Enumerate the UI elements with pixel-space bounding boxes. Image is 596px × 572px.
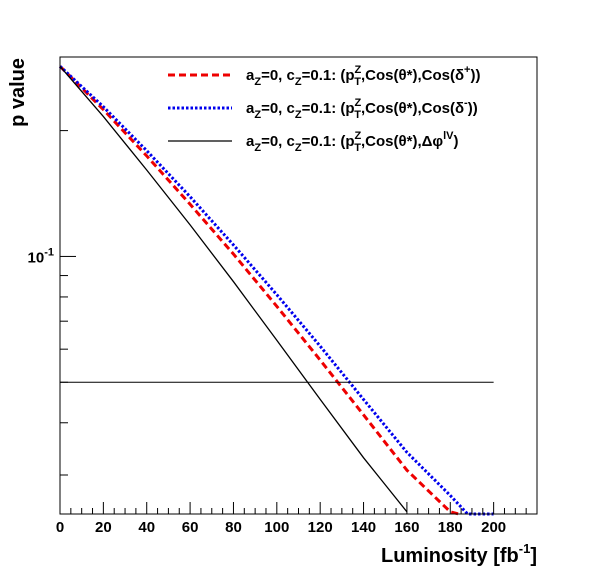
axis-titles: Luminosity [fb-1] p value [7,58,537,567]
x-tick-label: 140 [351,519,376,536]
x-tick-label: 40 [138,519,155,536]
y-axis-ticks: 10-1 [28,56,76,476]
plot-border [59,56,538,515]
x-tick-label: 180 [438,519,463,536]
x-tick-label: 200 [481,519,506,536]
series-line-3 [59,65,408,513]
y-axis-title: p value [7,58,29,127]
x-tick-label: 0 [56,519,64,536]
x-tick-label: 160 [394,519,419,536]
legend-entry-2: aZ=0, cZ=0.1: (pZ T,Cos(θ*),Cos(δ-)) [246,97,478,121]
plot-frame [59,56,538,515]
x-tick-label: 60 [182,519,199,536]
x-tick-label: 20 [95,519,112,536]
series-line-2 [58,65,494,516]
legend-entry-1: aZ=0, cZ=0.1: (pZ T,Cos(θ*),Cos(δ+)) [246,64,480,88]
x-tick-label: 100 [264,519,289,536]
series-lines [58,65,494,516]
x-axis-title: Luminosity [fb-1] [381,541,537,567]
legend: aZ=0, cZ=0.1: (pZ T,Cos(θ*),Cos(δ+)) aZ=0,… [168,64,480,154]
series-line-1 [58,65,460,516]
x-axis-ticks: 0 20 40 60 80 100 120 140 160 180 200 [56,502,538,536]
y-tick-label: 10-1 [28,246,54,266]
x-tick-label: 80 [225,519,242,536]
x-tick-label: 120 [308,519,333,536]
legend-entry-3: aZ=0, cZ=0.1: (pZ T,Cos(θ*),ΔφlV) [246,130,459,154]
